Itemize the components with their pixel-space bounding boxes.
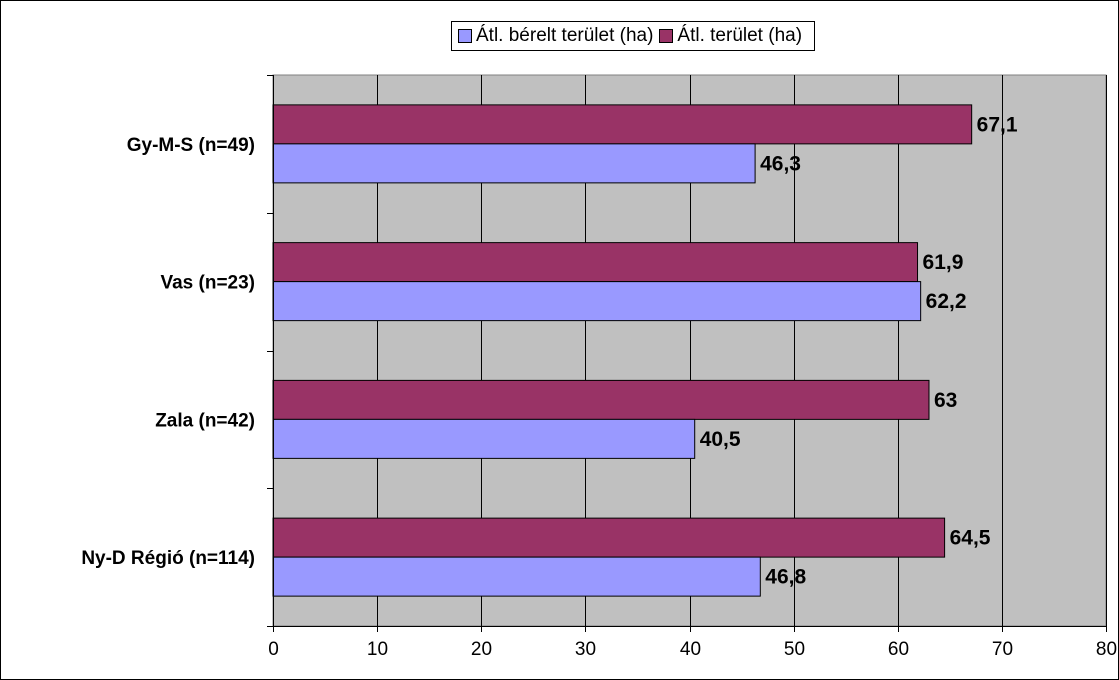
bar [272,379,930,420]
legend-swatch-rented-area [458,29,472,43]
axes [267,75,1107,632]
x-tick-label: 0 [268,639,279,660]
x-tick-label: 60 [888,639,909,660]
legend-label-total-area: Átl. terület (ha) [677,25,803,46]
category-label: Zala (n=42) [155,410,255,431]
data-label: 64,5 [950,527,991,550]
data-label: 40,5 [700,428,741,451]
legend-label-rented-area: Átl. bérelt terület (ha) [476,25,654,46]
x-tick-label: 30 [575,639,596,660]
bar [272,418,696,459]
x-tick-label: 10 [367,639,388,660]
legend-swatch-total-area [659,29,674,43]
bar [272,143,756,184]
legend-item-total-area: Átl. terület (ha) [659,25,802,47]
x-tick-label: 50 [784,639,805,660]
category-label: Ny-D Régió (n=114) [81,548,255,569]
x-tick-label: 20 [471,639,492,660]
bar [272,104,973,145]
bar [272,556,761,597]
chart-legend: Átl. bérelt terület (ha) Átl. terület (h… [451,21,816,51]
data-label: 67,1 [977,113,1018,136]
data-label: 63 [934,389,957,412]
category-label: Vas (n=23) [160,273,255,294]
data-label: 61,9 [923,251,964,274]
data-label: 46,3 [760,152,801,175]
bars [272,104,973,597]
legend-item-rented-area: Átl. bérelt terület (ha) [458,25,653,47]
x-tick-label: 70 [992,639,1013,660]
bar [272,242,919,283]
category-label: Gy-M-S (n=49) [127,135,255,156]
labels: 67,1 46,3 Gy-M-S (n=49) 61,9 62,2 Vas (n=23) 6… [81,113,1117,660]
x-tick-label: 40 [680,639,701,660]
data-label: 62,2 [926,290,967,313]
bar [272,517,946,558]
data-label: 46,8 [765,566,806,589]
x-tick-label: 80 [1096,639,1117,660]
bar [272,281,922,322]
